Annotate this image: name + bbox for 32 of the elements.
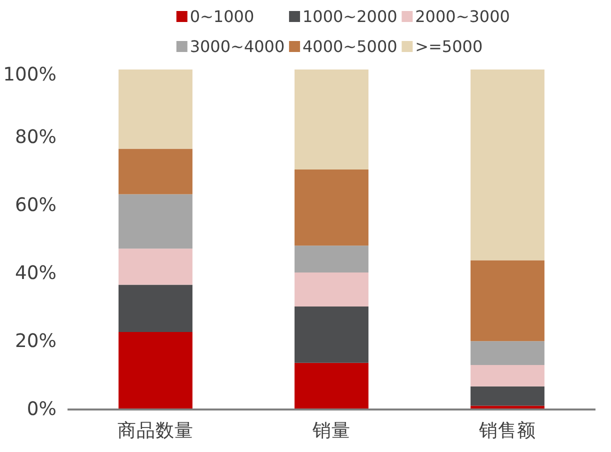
legend-label: 3000~4000 [190,37,285,56]
y-tick-label: 80% [15,127,56,148]
bar [294,246,368,272]
bar [118,194,192,249]
bar [470,70,544,260]
bar [294,362,368,410]
bar [294,70,368,170]
legend-label: 4000~5000 [302,37,398,56]
y-tick-label: 40% [15,263,56,284]
x-tick-label: 销售额 [478,420,536,442]
bar [118,248,192,285]
y-tick-label: 20% [15,331,56,352]
bar [118,284,192,332]
bar [470,386,544,406]
y-tick-label: 0% [26,399,57,420]
legend-label: 1000~2000 [302,7,398,26]
bar [470,364,544,386]
bar [118,332,192,410]
bar [294,272,368,306]
legend-label: 0~1000 [190,7,254,26]
y-tick-label: 60% [15,195,56,216]
bar [294,306,368,363]
x-tick-label: 商品数量 [118,420,194,442]
y-tick-label: 100% [3,64,57,86]
bar [470,260,544,342]
bar [118,148,192,194]
bar [294,169,368,246]
bar [118,70,192,149]
bar [470,341,544,365]
legend-label: >=5000 [415,37,483,56]
x-tick-label: 销量 [312,420,350,442]
legend-label: 2000~3000 [415,7,510,26]
